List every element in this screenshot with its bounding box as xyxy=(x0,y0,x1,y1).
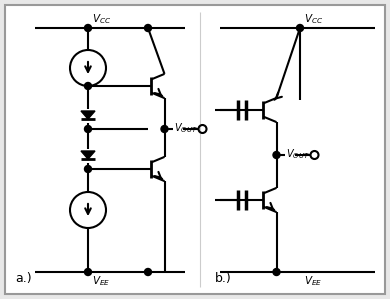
Circle shape xyxy=(85,126,92,132)
Circle shape xyxy=(161,126,168,132)
Circle shape xyxy=(296,25,303,31)
Circle shape xyxy=(85,83,92,89)
Circle shape xyxy=(145,25,151,31)
Text: $V_{OUT}$: $V_{OUT}$ xyxy=(287,147,310,161)
Polygon shape xyxy=(81,111,95,119)
Text: $V_{CC}$: $V_{CC}$ xyxy=(304,12,323,26)
Text: $V_{CC}$: $V_{CC}$ xyxy=(92,12,111,26)
Text: $V_{OUT}$: $V_{OUT}$ xyxy=(174,121,198,135)
Circle shape xyxy=(85,25,92,31)
Circle shape xyxy=(273,152,280,158)
Circle shape xyxy=(273,269,280,275)
Text: a.): a.) xyxy=(15,272,32,285)
FancyBboxPatch shape xyxy=(5,5,385,294)
Circle shape xyxy=(85,166,92,173)
Circle shape xyxy=(85,269,92,275)
Polygon shape xyxy=(81,151,95,159)
Text: b.): b.) xyxy=(215,272,232,285)
Text: $V_{EE}$: $V_{EE}$ xyxy=(92,274,110,288)
Circle shape xyxy=(145,269,151,275)
Text: $V_{EE}$: $V_{EE}$ xyxy=(304,274,322,288)
